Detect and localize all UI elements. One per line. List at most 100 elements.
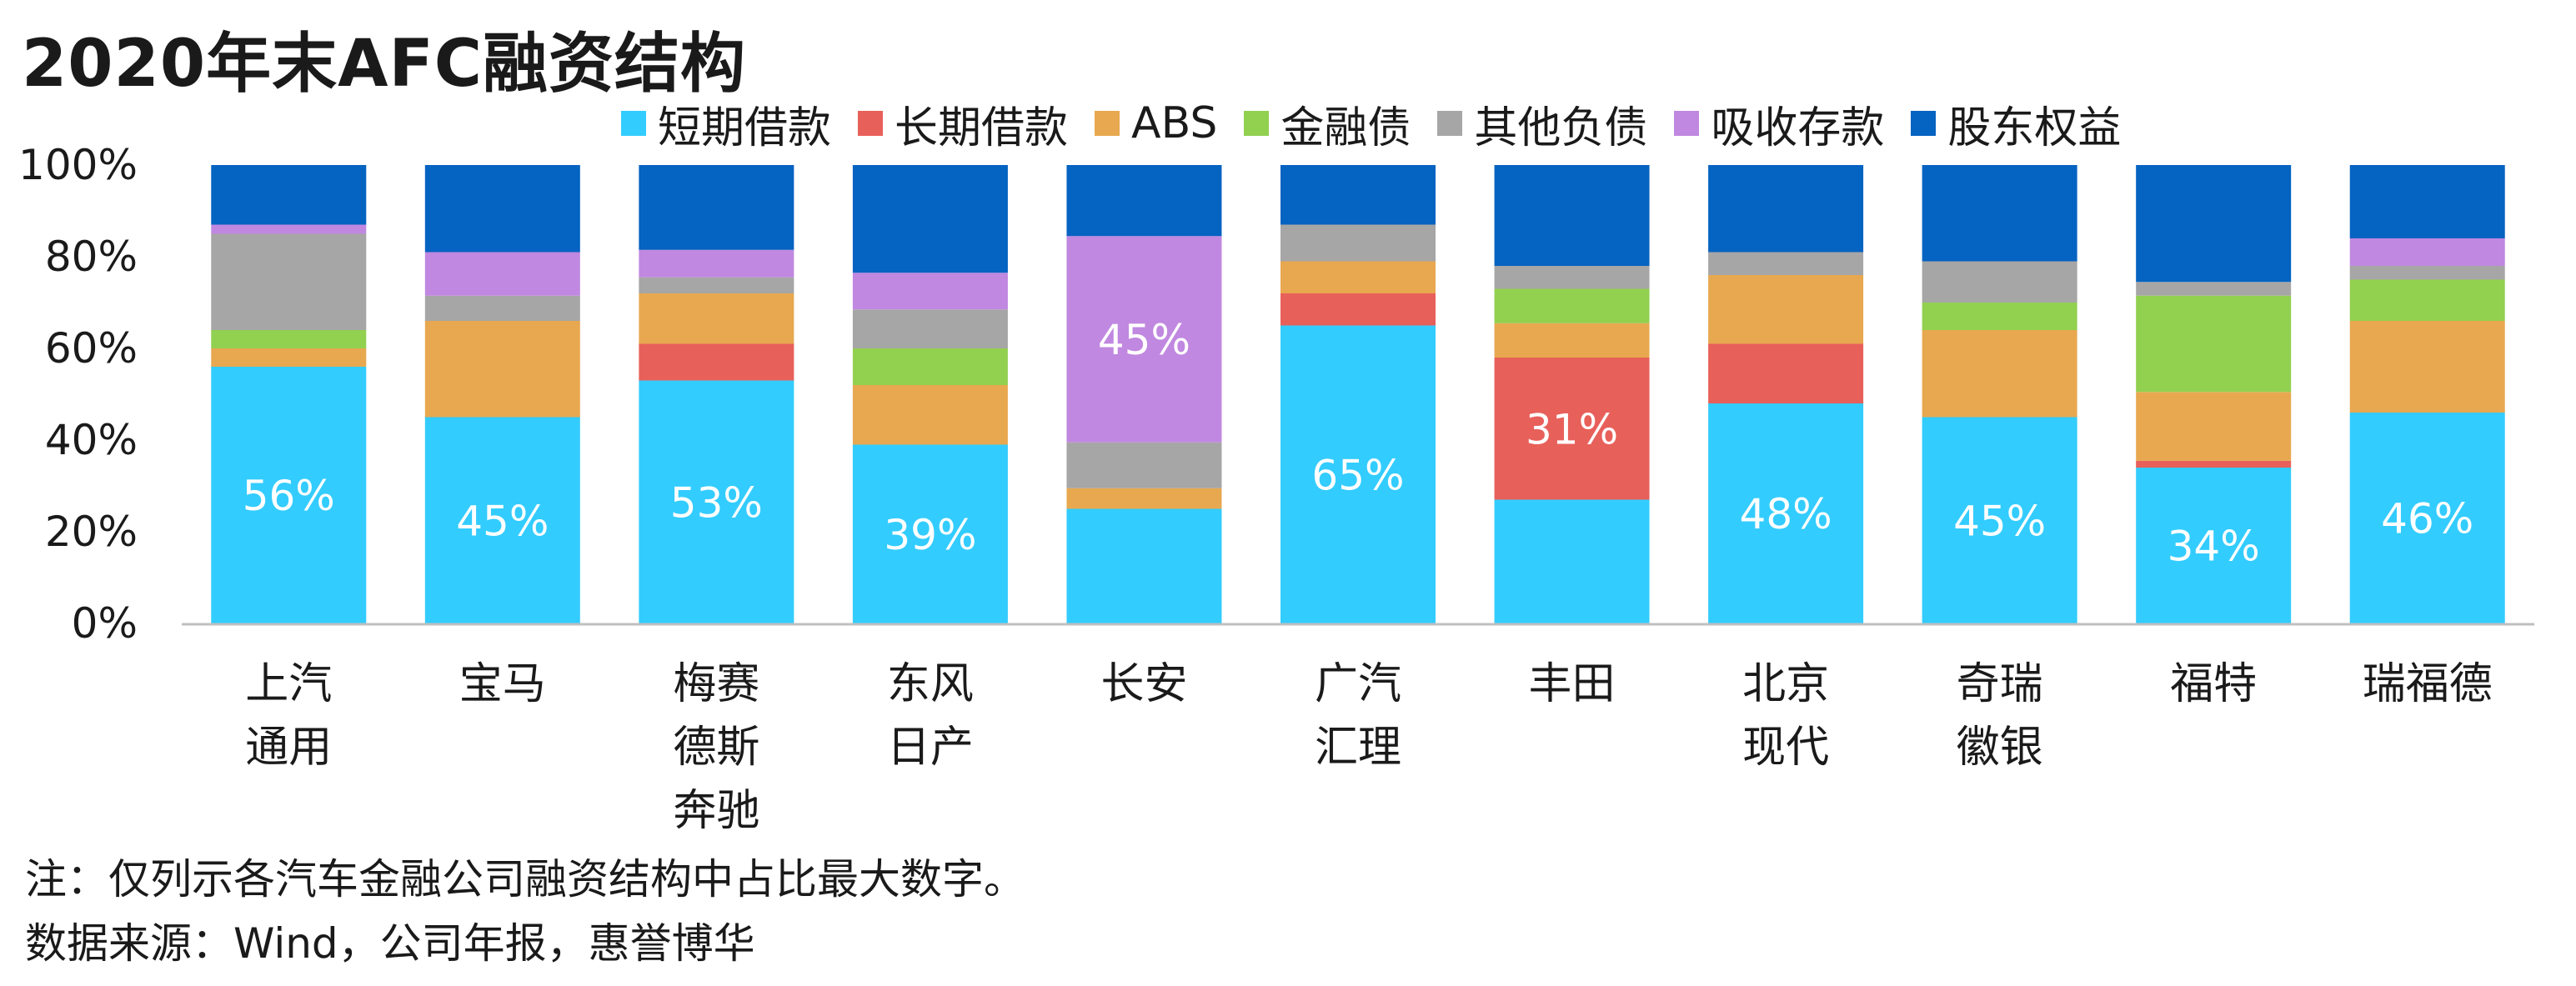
- bar-segment: [2349, 321, 2505, 413]
- bar-segment: [2136, 165, 2292, 283]
- bar-segment: [424, 295, 580, 321]
- bar-segment: [1066, 236, 1222, 443]
- x-category-label: 丰田: [1529, 659, 1616, 709]
- bar-segment: [211, 165, 367, 225]
- x-category-label: 上汽: [245, 659, 332, 709]
- x-category-label: 奔驰: [673, 786, 759, 836]
- bar-segment: [1708, 403, 1864, 623]
- data-label: 31%: [1526, 405, 1618, 453]
- bar-segment: [639, 277, 794, 293]
- bar-segment: [424, 417, 580, 623]
- data-label: 45%: [456, 497, 549, 545]
- bar-segment: [852, 444, 1008, 623]
- bar-segment: [2136, 460, 2292, 468]
- bar-segment: [211, 233, 367, 330]
- bar-segment: [211, 224, 367, 234]
- bar-segment: [1922, 417, 2077, 623]
- legend-swatch: [621, 111, 646, 136]
- legend-label: 金融债: [1280, 103, 1411, 153]
- legend-label: 短期借款: [658, 103, 832, 153]
- data-label: 39%: [884, 511, 976, 559]
- legend-swatch: [1244, 111, 1270, 136]
- x-category-label: 广汽: [1315, 659, 1401, 709]
- legend-label: 吸收存款: [1711, 103, 1885, 153]
- bar-segment: [1708, 165, 1864, 253]
- bar-segment: [1922, 165, 2077, 262]
- x-category-label: 梅赛: [673, 659, 759, 709]
- bar-segment: [639, 165, 794, 250]
- y-tick-label: 20%: [45, 508, 138, 556]
- bar-segment: [2349, 266, 2505, 280]
- footnote: 注：仅列示各汽车金融公司融资结构中占比最大数字。: [25, 855, 1025, 903]
- legend-label: 其他负债: [1474, 103, 1648, 153]
- bar-segment: [852, 309, 1008, 348]
- data-label: 45%: [1098, 316, 1190, 364]
- y-tick-label: 100%: [18, 141, 138, 189]
- bar-segment: [639, 249, 794, 278]
- bar-segment: [1494, 499, 1650, 623]
- bar-segment: [211, 367, 367, 623]
- y-tick-label: 0%: [72, 599, 138, 648]
- data-label: 56%: [243, 472, 335, 520]
- y-tick-label: 60%: [45, 324, 138, 373]
- x-category-label: 汇理: [1315, 723, 1401, 773]
- y-tick-label: 40%: [45, 416, 138, 464]
- source-text: 数据来源：Wind，公司年报，惠誉博华: [25, 919, 755, 968]
- bar-segment: [2136, 392, 2292, 461]
- bar-segment: [1494, 165, 1650, 266]
- x-category-label: 瑞福德: [2363, 659, 2493, 709]
- x-category-label: 福特: [2170, 659, 2257, 709]
- bar-segment: [1280, 261, 1436, 293]
- bar-segment: [2349, 413, 2505, 623]
- legend-item: 长期借款: [858, 93, 1068, 155]
- x-category-label: 宝马: [459, 659, 546, 709]
- bar-segment: [2136, 295, 2292, 393]
- x-category-label: 东风: [887, 659, 974, 709]
- x-category-label: 日产: [887, 723, 974, 773]
- legend-swatch: [858, 111, 884, 136]
- bar-segment: [1280, 325, 1436, 623]
- bar-segment: [2136, 282, 2292, 296]
- bar-segment: [1494, 323, 1650, 358]
- bar-segment: [2136, 468, 2292, 623]
- data-label: 48%: [1740, 490, 1832, 538]
- data-label: 45%: [1953, 497, 2046, 545]
- chart-title: 2020年末AFC融资结构: [22, 27, 746, 102]
- legend-item: 吸收存款: [1674, 93, 1884, 155]
- bar-segment: [424, 321, 580, 418]
- bar-segment: [1494, 288, 1650, 323]
- bar-segment: [852, 165, 1008, 273]
- bar-segment: [639, 380, 794, 623]
- legend-label: ABS: [1131, 98, 1218, 148]
- bar-segment: [1922, 303, 2077, 330]
- data-label: 53%: [670, 478, 763, 527]
- legend-swatch: [1674, 111, 1700, 136]
- bar-segment: [1280, 293, 1436, 326]
- bar-segment: [1066, 442, 1222, 488]
- bar-segment: [1922, 261, 2077, 303]
- legend-swatch: [1437, 111, 1463, 136]
- data-label: 46%: [2381, 495, 2473, 543]
- legend-item: 其他负债: [1437, 93, 1647, 155]
- legend-item: 短期借款: [621, 93, 831, 155]
- y-tick-label: 80%: [45, 233, 138, 281]
- legend-item: 金融债: [1244, 93, 1411, 155]
- x-category-label: 北京: [1742, 659, 1829, 709]
- bar-segment: [1066, 165, 1222, 237]
- bar-segment: [1066, 488, 1222, 509]
- bar-segment: [211, 348, 367, 367]
- bar-segment: [2349, 238, 2505, 266]
- bar-segment: [1708, 275, 1864, 344]
- bar-segment: [424, 165, 580, 253]
- bar-segment: [1922, 330, 2077, 418]
- bar-segment: [1708, 252, 1864, 275]
- legend-item: ABS: [1095, 98, 1217, 148]
- bar-segment: [1280, 165, 1436, 225]
- bar-segment: [639, 293, 794, 344]
- bar-segment: [1494, 358, 1650, 500]
- x-category-label: 德斯: [673, 723, 759, 773]
- x-category-label: 现代: [1742, 723, 1829, 773]
- bar-segment: [852, 348, 1008, 385]
- bar-segment: [1066, 508, 1222, 623]
